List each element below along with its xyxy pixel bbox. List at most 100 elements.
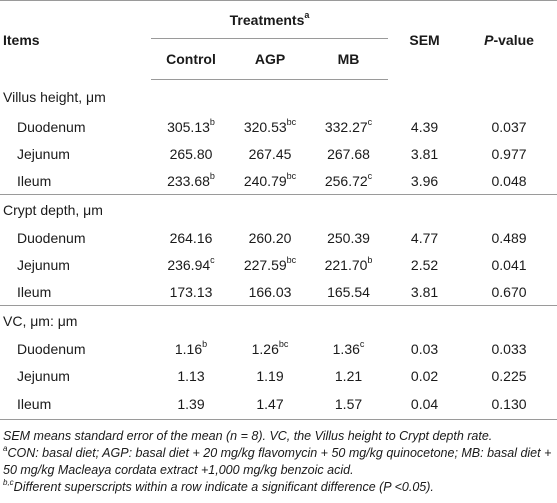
header-group-mb: MB bbox=[309, 38, 389, 80]
cell-control-sup: b bbox=[209, 116, 215, 127]
cell-control: 305.13b bbox=[151, 113, 231, 140]
cell-agp-value: 267.45 bbox=[248, 145, 292, 162]
cell-agp: 260.20 bbox=[231, 224, 309, 251]
table-row: Duodenum 305.13b 320.53bc 332.27c 4.39 0.037 bbox=[0, 113, 557, 140]
cell-pvalue: 0.670 bbox=[491, 283, 527, 300]
cell-agp: 240.79bc bbox=[231, 167, 309, 195]
cell-sem: 3.81 bbox=[410, 145, 439, 162]
section-label: Villus height, μm bbox=[3, 88, 106, 105]
cell-agp-value: 260.20 bbox=[248, 229, 292, 246]
row-label: Duodenum bbox=[17, 229, 86, 246]
cell-agp-sup: bc bbox=[286, 116, 297, 127]
cell-agp: 1.47 bbox=[231, 389, 309, 420]
cell-mb: 1.21 bbox=[309, 362, 388, 389]
cell-agp: 320.53bc bbox=[231, 113, 309, 140]
cell-mb-sup: b bbox=[367, 254, 373, 265]
header-treatments: Treatmentsa bbox=[151, 0, 389, 39]
cell-pvalue: 0.048 bbox=[491, 172, 527, 189]
cell-control-value: 265.80 bbox=[169, 145, 213, 162]
header-group-agp: AGP bbox=[231, 38, 309, 80]
cell-control: 236.94c bbox=[151, 251, 231, 278]
cell-sem: 0.04 bbox=[388, 389, 462, 420]
table-row: Jejunum 265.80 267.45 267.68 3.81 0.977 bbox=[0, 140, 557, 167]
row-label: Jejunum bbox=[17, 145, 70, 162]
cell-agp-sup: bc bbox=[286, 254, 297, 265]
row-label: Duodenum bbox=[17, 118, 86, 135]
table-row: Ileum 233.68b 240.79bc 256.72c 3.96 0.048 bbox=[0, 167, 557, 195]
footnote-bc: b,cDifferent superscripts within a row i… bbox=[3, 478, 554, 496]
cell-pvalue: 0.225 bbox=[491, 367, 527, 384]
cell-agp-sup: bc bbox=[286, 170, 297, 181]
row-label: Jejunum bbox=[17, 367, 70, 384]
cell-mb: 221.70b bbox=[309, 251, 388, 278]
cell-sem: 0.02 bbox=[410, 367, 439, 384]
cell-sem: 0.03 bbox=[410, 340, 439, 357]
table-row: Jejunum 1.13 1.19 1.21 0.02 0.225 bbox=[0, 362, 557, 389]
cell-mb-sup: c bbox=[367, 116, 373, 127]
cell-control: 1.13 bbox=[151, 362, 231, 389]
footnote-sem: SEM means standard error of the mean (n … bbox=[3, 429, 493, 443]
cell-mb: 250.39 bbox=[309, 224, 388, 251]
header-sem: SEM bbox=[388, 0, 462, 80]
cell-pvalue: 0.130 bbox=[461, 389, 557, 420]
cell-sem: 2.52 bbox=[410, 256, 439, 273]
cell-control: 264.16 bbox=[151, 224, 231, 251]
cell-control: 1.16b bbox=[151, 335, 231, 362]
cell-control-value: 233.68 bbox=[167, 172, 210, 189]
cell-mb-value: 1.57 bbox=[334, 396, 363, 412]
cell-control: 1.39 bbox=[151, 389, 231, 420]
cell-agp-value: 1.47 bbox=[256, 396, 284, 412]
table-header: Items Treatmentsa SEM P-value Control AG… bbox=[0, 0, 557, 80]
cell-agp-value: 1.26 bbox=[251, 340, 279, 357]
cell-agp: 166.03 bbox=[231, 278, 309, 306]
cell-mb: 256.72c bbox=[309, 167, 388, 195]
section-label: Crypt depth, μm bbox=[0, 194, 557, 224]
cell-mb-value: 165.54 bbox=[327, 283, 370, 300]
cell-mb-value: 332.27 bbox=[324, 118, 368, 135]
row-label: Ileum bbox=[17, 172, 52, 189]
section-row: Villus height, μm bbox=[0, 80, 557, 114]
cell-agp: 267.45 bbox=[231, 140, 309, 167]
cell-control-value: 305.13 bbox=[167, 118, 210, 135]
header-group-control: Control bbox=[151, 38, 231, 80]
cell-control-sup: b bbox=[202, 338, 208, 349]
table-row: Duodenum 264.16 260.20 250.39 4.77 0.489 bbox=[0, 224, 557, 251]
row-label: Jejunum bbox=[17, 256, 70, 273]
section-row: VC, μm: μm bbox=[0, 305, 557, 335]
table-row: Duodenum 1.16b 1.26bc 1.36c 0.03 0.033 bbox=[0, 335, 557, 362]
section-label: VC, μm: μm bbox=[0, 305, 557, 335]
cell-agp-value: 166.03 bbox=[248, 283, 292, 300]
cell-control: 265.80 bbox=[151, 140, 231, 167]
header-items: Items bbox=[0, 0, 151, 80]
cell-control-value: 264.16 bbox=[169, 229, 213, 246]
cell-control-value: 1.39 bbox=[177, 396, 205, 412]
cell-mb-value: 221.70 bbox=[324, 256, 368, 273]
header-pvalue-p: P bbox=[484, 32, 494, 49]
cell-agp-value: 240.79 bbox=[243, 172, 287, 189]
cell-pvalue: 0.489 bbox=[491, 229, 527, 246]
footnote-a: aCON: basal diet; AGP: basal diet + 20 m… bbox=[3, 444, 554, 479]
cell-control: 173.13 bbox=[151, 278, 231, 306]
cell-agp-sup: bc bbox=[278, 338, 289, 349]
cell-mb-value: 1.36 bbox=[332, 340, 360, 357]
row-label: Ileum bbox=[0, 389, 151, 420]
header-pvalue: P-value bbox=[461, 0, 557, 80]
header-pvalue-rest: -value bbox=[493, 32, 534, 49]
cell-mb-value: 256.72 bbox=[324, 172, 368, 189]
cell-sem: 4.39 bbox=[410, 118, 439, 135]
cell-sem: 4.77 bbox=[410, 229, 439, 246]
cell-control-value: 236.94 bbox=[167, 256, 211, 273]
cell-agp-value: 320.53 bbox=[243, 118, 287, 135]
cell-control: 233.68b bbox=[151, 167, 231, 195]
results-table: Items Treatmentsa SEM P-value Control AG… bbox=[0, 0, 557, 420]
cell-pvalue: 0.041 bbox=[491, 256, 527, 273]
cell-control-value: 1.13 bbox=[177, 367, 205, 384]
table-row: Jejunum 236.94c 227.59bc 221.70b 2.52 0.041 bbox=[0, 251, 557, 278]
table-row: Ileum 173.13 166.03 165.54 3.81 0.670 bbox=[0, 278, 557, 306]
cell-control-sup: b bbox=[209, 170, 215, 181]
cell-agp: 1.26bc bbox=[231, 335, 309, 362]
cell-mb: 1.36c bbox=[309, 335, 388, 362]
cell-mb-value: 1.21 bbox=[334, 367, 363, 384]
header-treatments-label: Treatments bbox=[229, 11, 305, 28]
